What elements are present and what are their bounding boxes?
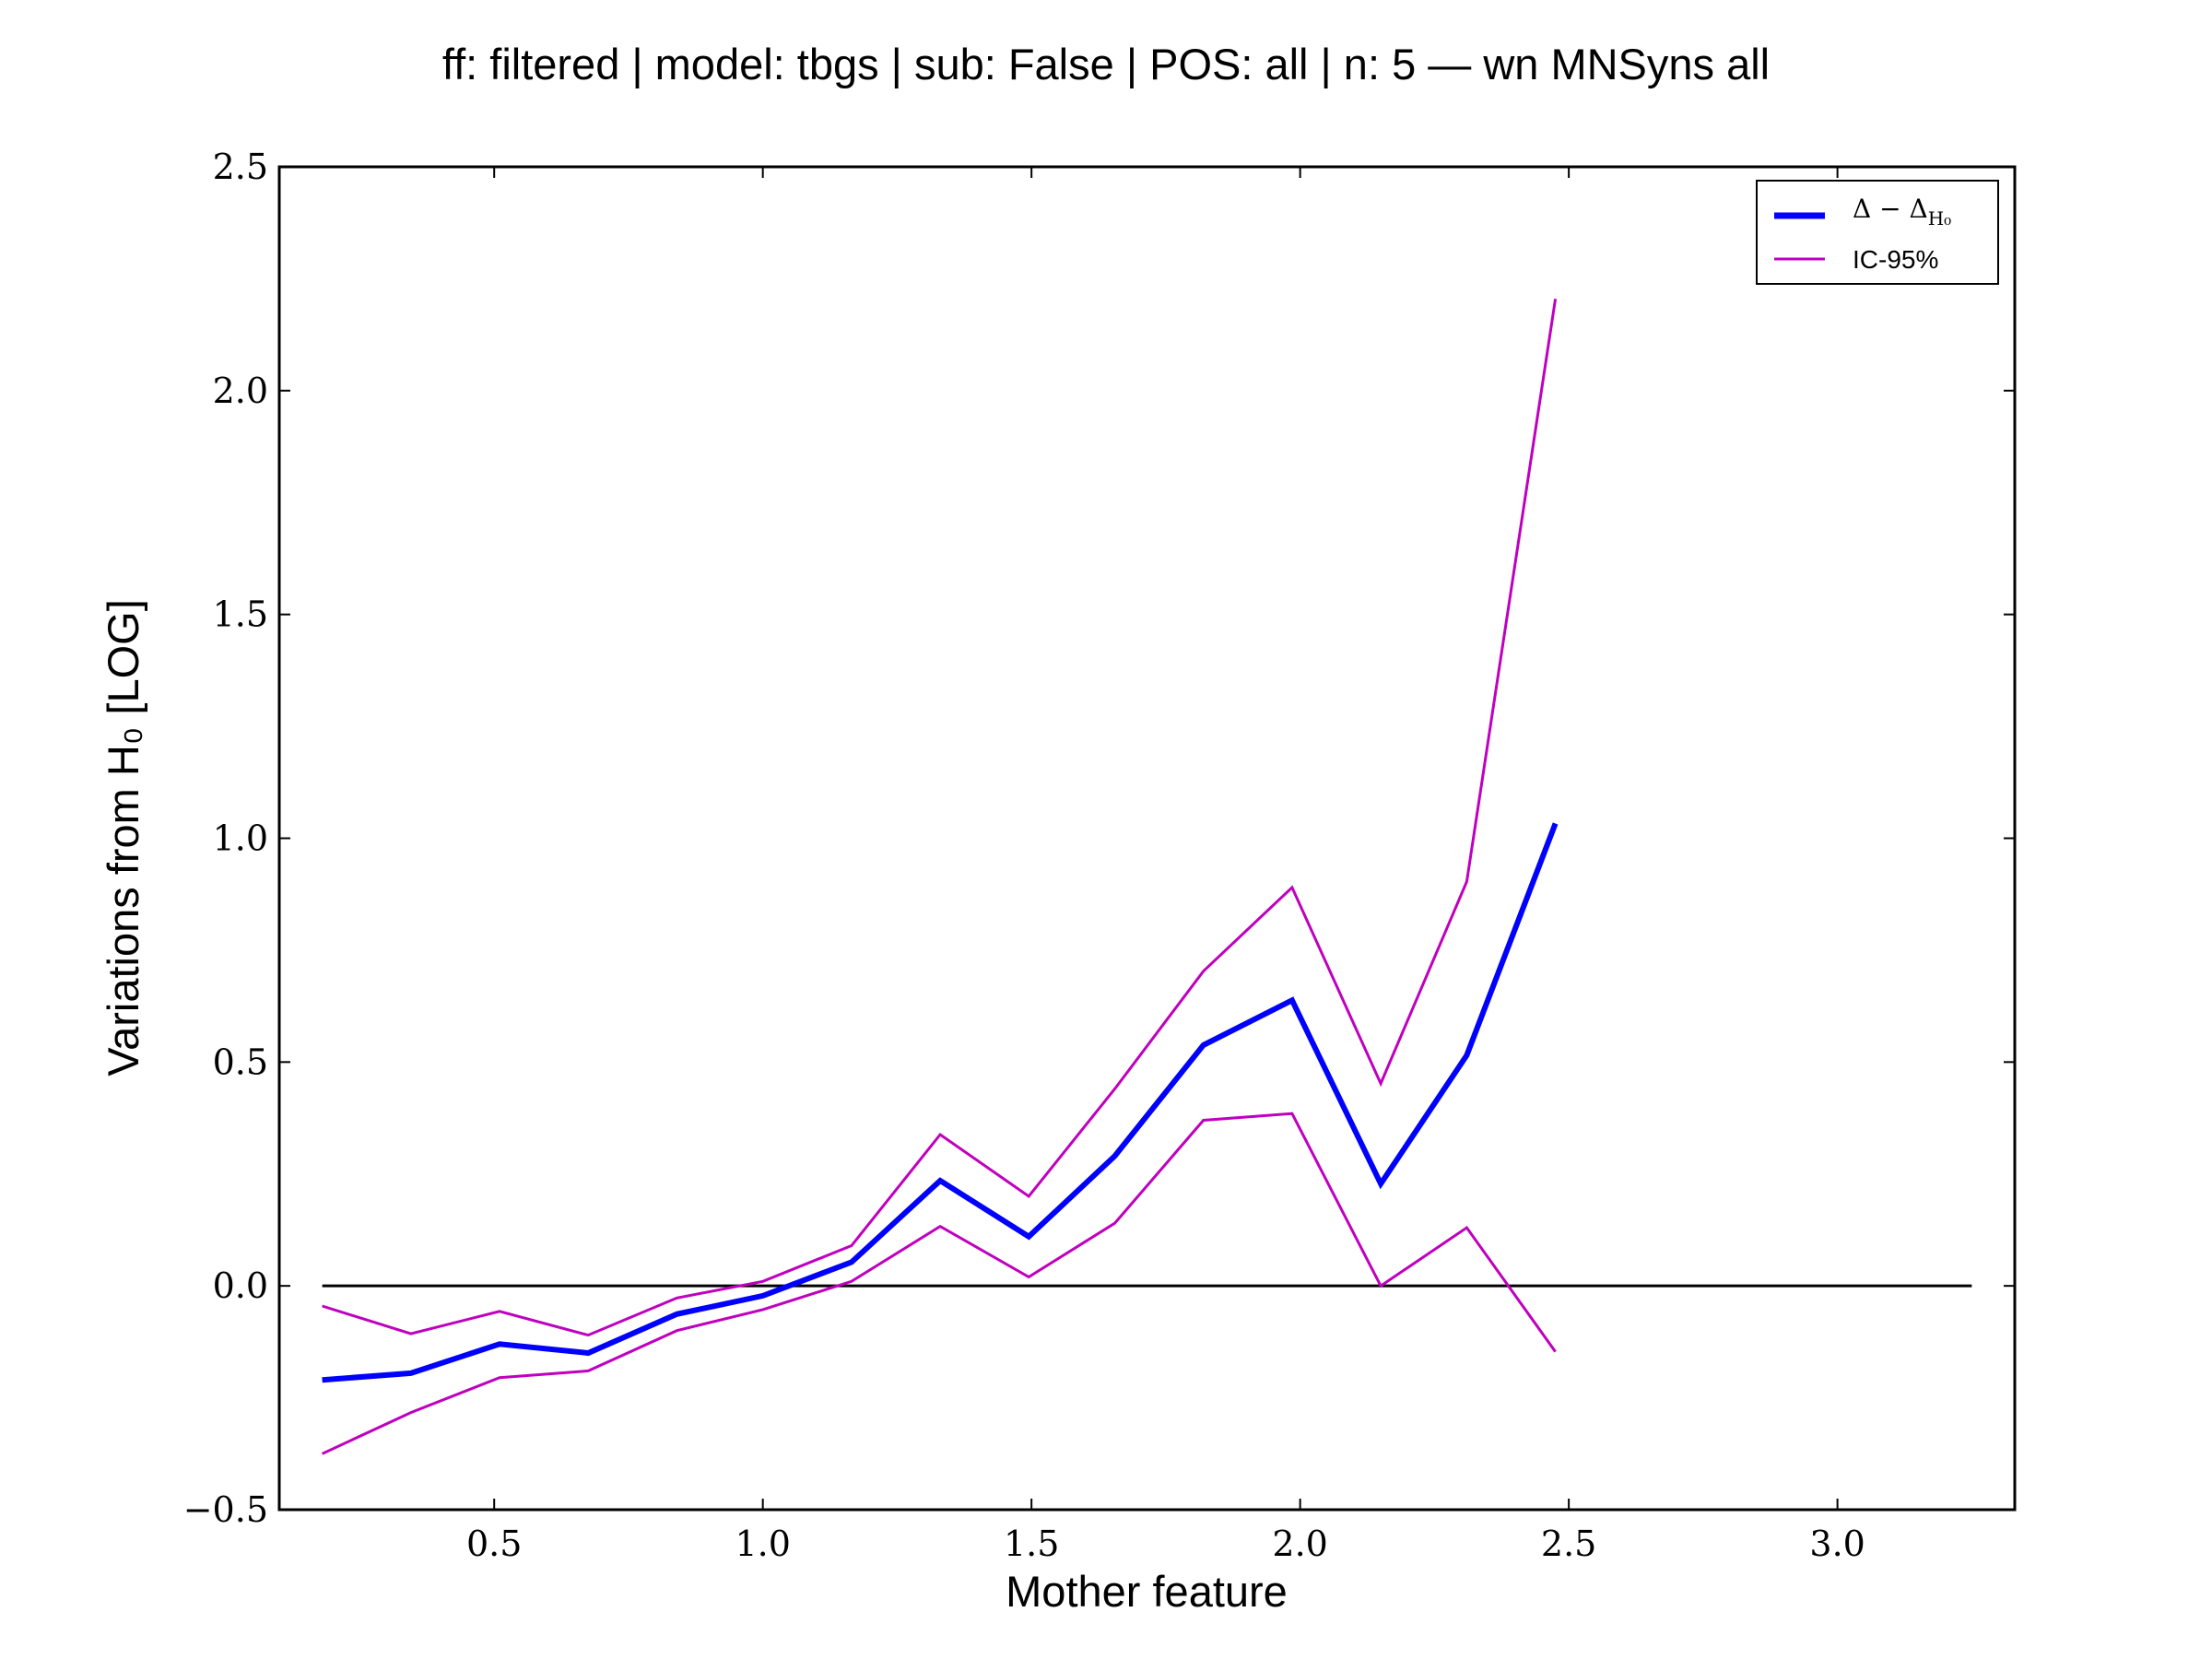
series-delta-line: [322, 822, 1559, 1383]
plot-area: [279, 167, 2015, 1510]
series-ic95-lower-line: [321, 1112, 1557, 1455]
x-tick-label: 2.0: [1272, 1524, 1327, 1564]
y-tick-label: 1.5: [213, 594, 268, 635]
x-axis-label: Mother feature: [1006, 1567, 1288, 1616]
y-tick-label: 1.0: [213, 818, 268, 859]
x-tick-label: 1.5: [1004, 1524, 1059, 1564]
plot-frame: [277, 165, 2017, 1512]
legend-label-ic95: IC-95%: [1853, 245, 1938, 274]
x-tick-label: 0.5: [466, 1524, 522, 1564]
legend-label-delta: Δ − ΔH₀: [1853, 194, 1951, 229]
x-tick-label: 2.5: [1541, 1524, 1596, 1564]
y-tick-label: 2.0: [213, 371, 268, 411]
y-axis-ticks: −0.5 0.0 0.5 1.0 1.5 2.0 2.5: [183, 147, 2015, 1530]
y-tick-label: 0.5: [213, 1041, 268, 1082]
y-tick-label: 0.0: [213, 1265, 268, 1306]
chart-title: ff: filtered | model: tbgs | sub: False …: [442, 40, 1770, 88]
y-tick-label: 2.5: [213, 147, 268, 187]
legend-label-subscript: H₀: [1928, 207, 1951, 229]
series-layer: [321, 299, 1972, 1455]
y-axis-label: Variations from H₀ [LOG]: [99, 599, 147, 1077]
series-ic95-upper-line: [322, 299, 1558, 1337]
x-tick-label: 1.0: [735, 1524, 790, 1564]
legend: Δ − ΔH₀ IC-95%: [1756, 180, 1999, 285]
x-tick-label: 3.0: [1809, 1524, 1865, 1564]
legend-box: [1756, 180, 1999, 285]
y-tick-label: −0.5: [183, 1489, 268, 1530]
x-axis-ticks: 0.5 1.0 1.5 2.0 2.5 3.0: [466, 167, 1865, 1564]
